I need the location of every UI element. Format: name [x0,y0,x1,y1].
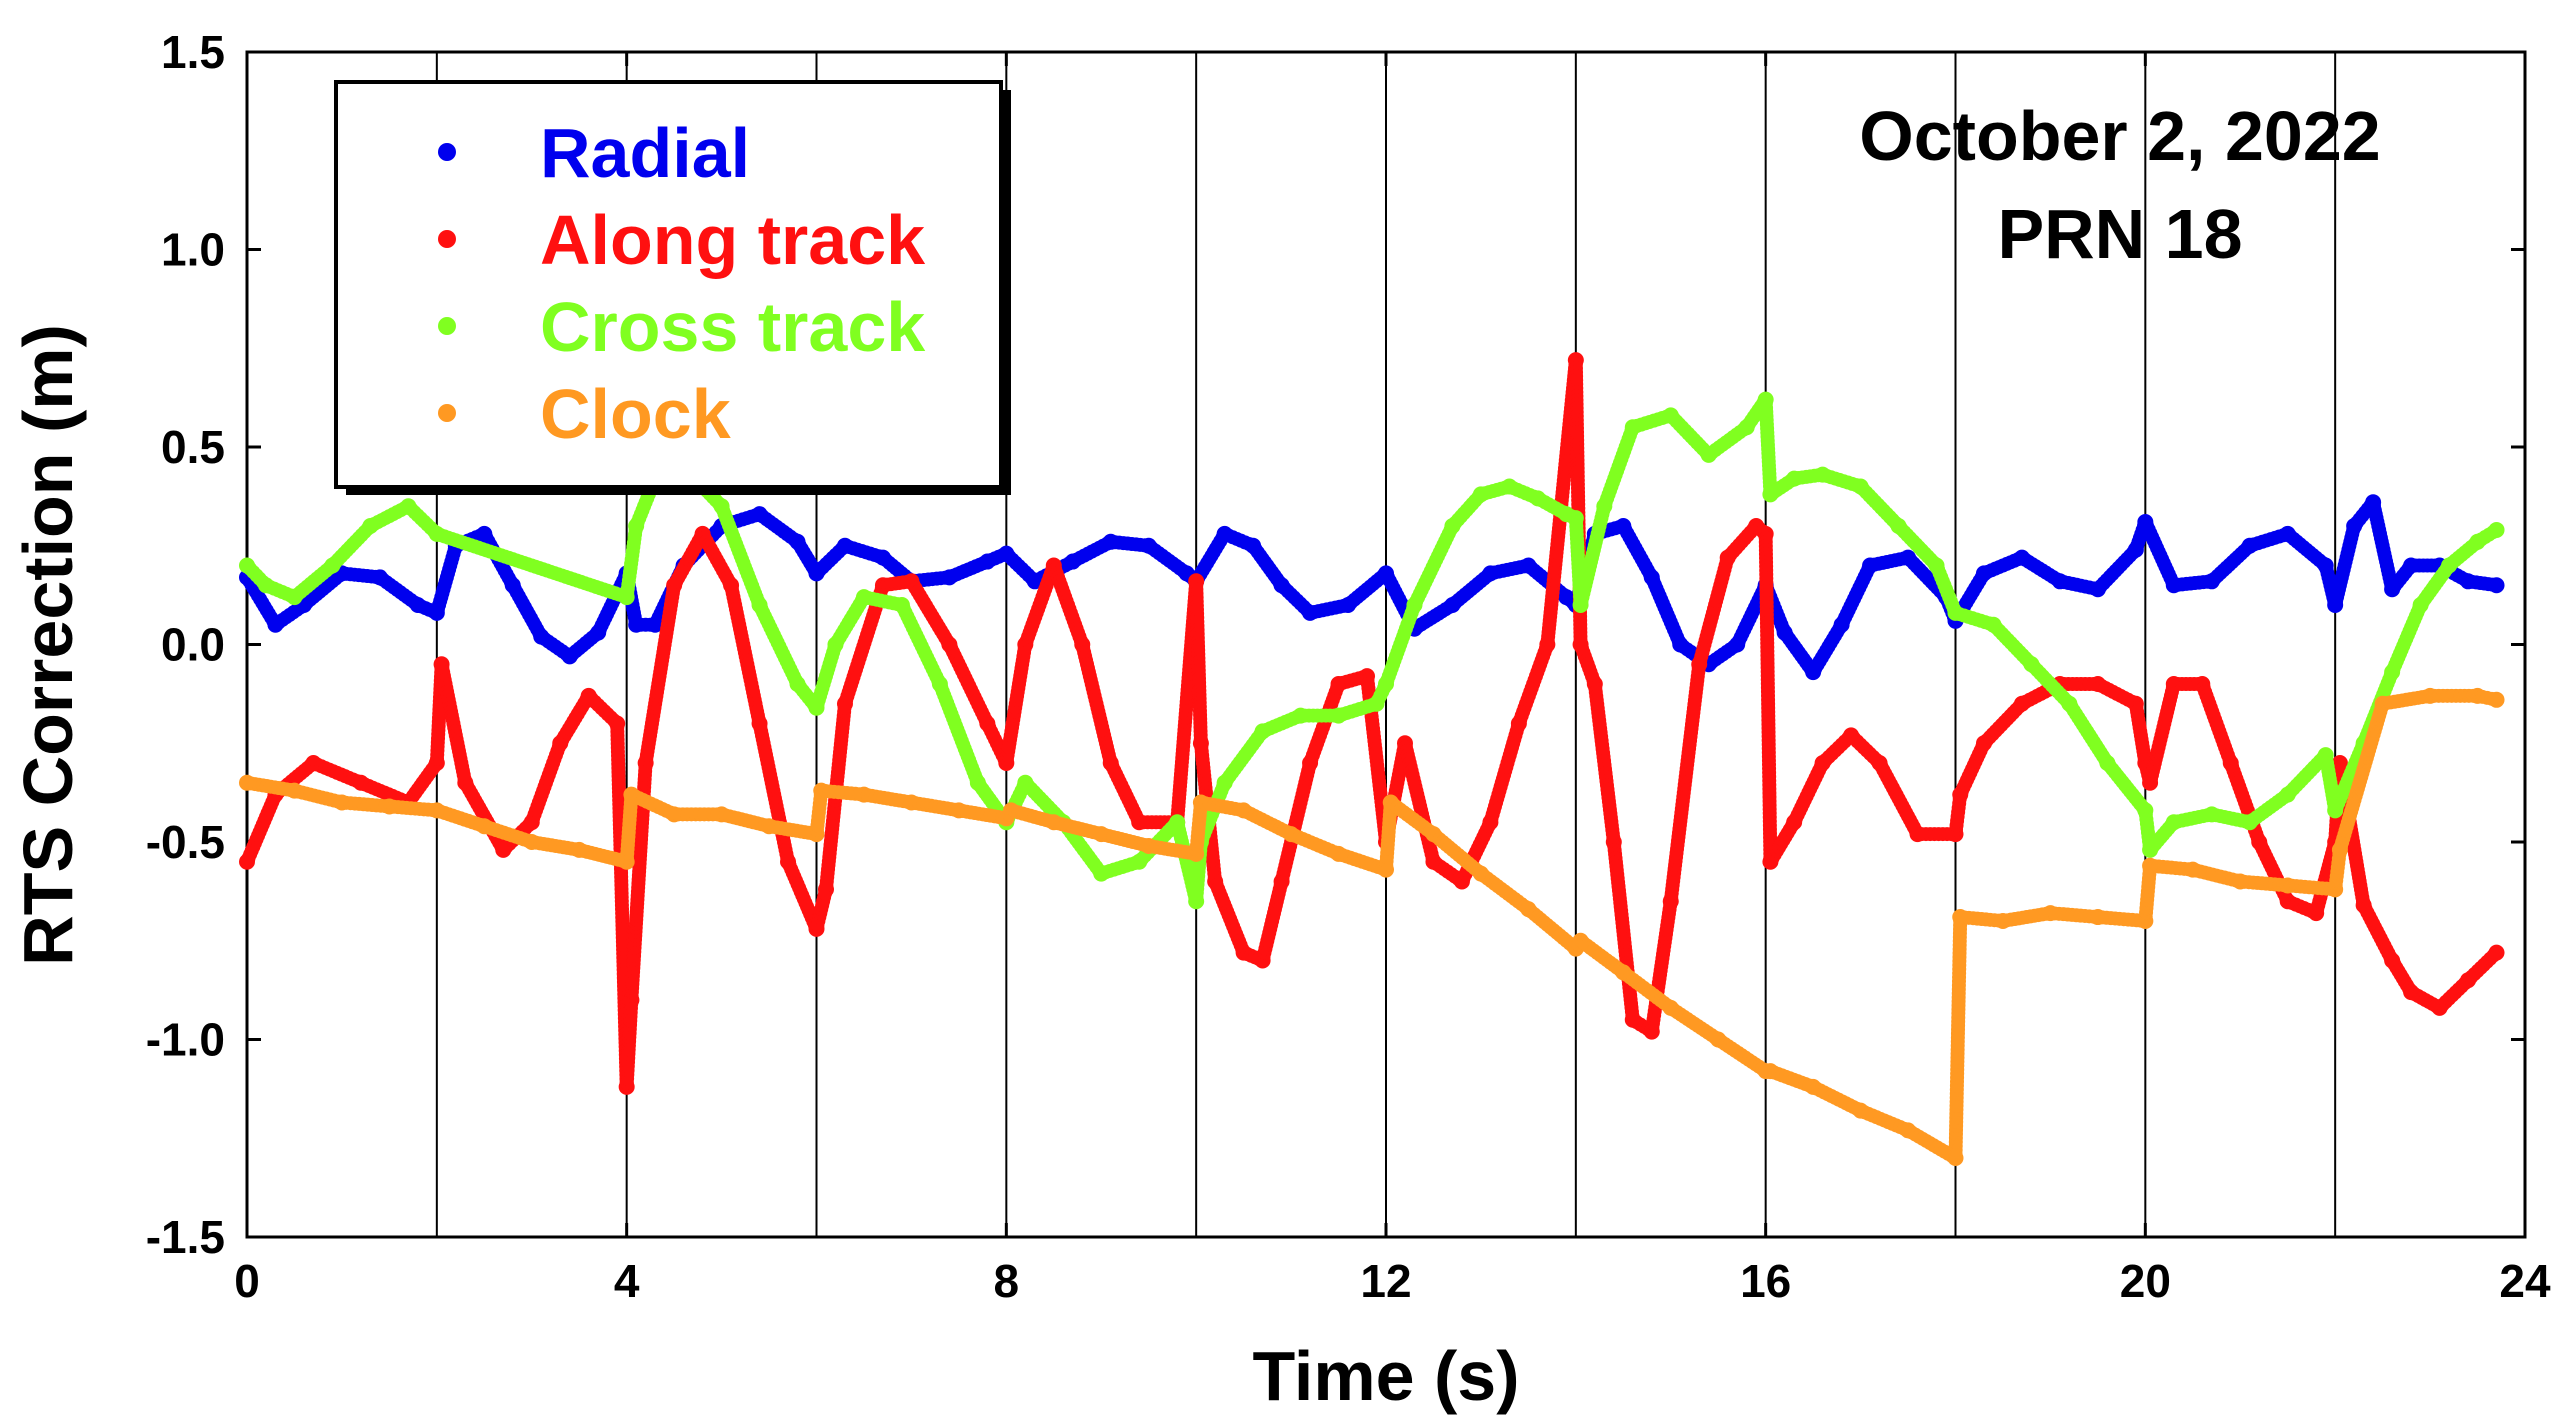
y-tick-label: 1.5 [161,26,225,78]
y-tick-label: -1.5 [146,1211,225,1263]
legend-label: Radial [540,114,750,192]
x-tick-label: 0 [234,1255,260,1307]
x-tick-label: 16 [1740,1255,1791,1307]
y-tick-label: 1.0 [161,224,225,276]
x-tick-label: 24 [2499,1255,2551,1307]
x-axis-title: Time (s) [1252,1337,1519,1415]
data-point [2488,577,2505,594]
legend-marker [438,143,456,161]
x-tick-label: 20 [2120,1255,2171,1307]
legend-marker [438,317,456,335]
x-tick-label: 4 [614,1255,640,1307]
legend-marker [438,404,456,422]
x-tick-label: 12 [1360,1255,1411,1307]
legend-marker [438,230,456,248]
data-point [2488,944,2505,961]
legend-label: Along track [540,201,925,279]
legend-label: Clock [540,375,731,453]
y-axis-ticks: 1.5 1.0 0.5 0.0 -0.5 -1.0 -1.5 [146,26,2525,1263]
y-axis-title: RTS Correction (m) [9,324,87,966]
y-tick-label: 0.0 [161,619,225,671]
x-tick-label: 8 [994,1255,1020,1307]
y-tick-label: -1.0 [146,1014,225,1066]
y-tick-label: 0.5 [161,421,225,473]
date-annotation: October 2, 2022 [1859,97,2380,175]
legend: Radial Along track Cross track Clock [334,80,1011,495]
data-point [2488,691,2505,708]
legend-label: Cross track [540,288,925,366]
data-series [239,352,2505,1166]
series-clock [239,687,2505,1166]
x-axis-ticks: 0 4 8 12 16 20 24 [234,52,2551,1307]
prn-annotation: PRN 18 [1997,195,2242,273]
data-point [2488,521,2505,538]
y-tick-label: -0.5 [146,816,225,868]
